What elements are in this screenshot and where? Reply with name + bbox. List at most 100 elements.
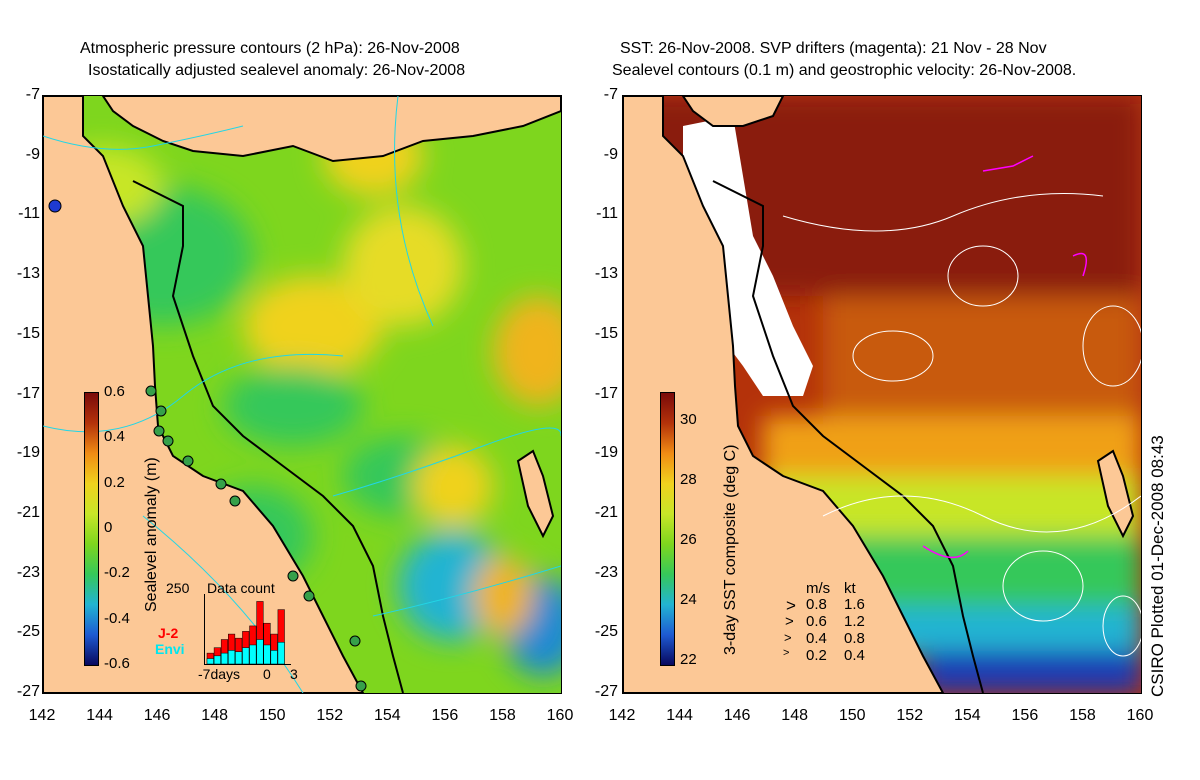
x-tick-label-right: 150 (838, 707, 866, 724)
y-tick-label-left: -21 (16, 503, 40, 521)
y-tick-label-left: -27 (16, 683, 40, 700)
x-tick-label-left: 158 (489, 707, 516, 724)
x-tick-label-left: 146 (143, 707, 171, 724)
velocity-header-kt: kt (844, 580, 856, 597)
sealevel-colorbar-tick: -0.6 (104, 655, 130, 672)
velocity-arrow-icon: > (784, 630, 792, 645)
y-tick-label-left: -13 (16, 265, 40, 283)
y-tick-label-left: -25 (16, 623, 40, 641)
histogram-bar-envi (228, 650, 236, 665)
x-tick-label-right: 146 (723, 707, 751, 724)
y-tick-label-left: -7 (25, 86, 40, 103)
right-title-line2: Sealevel contours (0.1 m) and geostrophi… (612, 62, 1077, 79)
inset-xtick-start: -7days (198, 666, 241, 682)
sealevel-colorbar (84, 392, 99, 666)
x-tick-label-right: 158 (1069, 707, 1096, 724)
velocity-ms-value: 0.4 (806, 630, 827, 647)
x-tick-label-right: 156 (1011, 707, 1039, 724)
x-tick-label-left: 156 (431, 707, 459, 724)
data-count-inset (204, 594, 291, 665)
data-count-histogram (206, 601, 285, 665)
x-tick-label-right: 154 (953, 707, 981, 724)
sst-colorbar-label: 3-day SST composite (deg C) (722, 444, 739, 655)
sealevel-colorbar-tick: -0.2 (104, 564, 130, 582)
histogram-bar-envi (263, 644, 271, 665)
velocity-arrow-icon: > (786, 596, 796, 615)
histogram-bar-envi (220, 652, 229, 665)
inset-ymax: 250 (166, 580, 190, 596)
velocity-kt-value: 1.2 (844, 613, 865, 630)
sealevel-colorbar-tick: 0.4 (104, 428, 125, 446)
y-tick-label-right: -7 (603, 86, 618, 103)
y-tick-label-left: -15 (16, 324, 40, 342)
sealevel-map (43, 96, 561, 693)
y-tick-label-left: -9 (25, 145, 40, 163)
x-tick-label-left: 148 (201, 707, 228, 724)
histogram-bar-envi (256, 639, 264, 665)
sst-map-panel (622, 95, 1142, 694)
sealevel-colorbar-tick: -0.4 (104, 609, 130, 627)
velocity-arrow-icon: > (783, 647, 790, 659)
x-tick-label-right: 144 (666, 707, 693, 724)
sealevel-colorbar-tick: 0.6 (104, 383, 125, 400)
csiro-credit: CSIRO Plotted 01-Dec-2008 08:43 (1148, 435, 1167, 697)
sst-colorbar (660, 392, 675, 666)
velocity-kt-value: 0.8 (844, 630, 865, 647)
histogram-bar-envi (235, 651, 243, 665)
sst-colorbar-tick: 24 (680, 591, 697, 608)
sst-colorbar-tick: 30 (680, 411, 697, 428)
y-tick-label-right: -15 (594, 324, 618, 342)
velocity-arrow-icon: > (785, 613, 794, 630)
velocity-ms-value: 0.2 (806, 647, 827, 664)
y-tick-label-right: -9 (603, 145, 618, 163)
left-title-line1: Atmospheric pressure contours (2 hPa): 2… (80, 40, 460, 57)
inset-xtick-end: 3 (290, 666, 298, 682)
y-tick-label-right: -17 (594, 384, 618, 402)
histogram-bar-envi (242, 647, 250, 665)
y-tick-label-right: -11 (596, 205, 618, 223)
sst-colorbar-tick: 26 (680, 531, 697, 548)
y-tick-label-left: -17 (16, 384, 40, 402)
x-tick-label-right: 160 (1126, 707, 1154, 724)
x-tick-label-left: 150 (258, 707, 286, 724)
x-tick-label-right: 148 (781, 707, 808, 724)
series-j2-label: J-2 (158, 625, 179, 641)
sealevel-colorbar-label: Sealevel anomaly (m) (143, 457, 160, 612)
velocity-kt-value: 0.4 (844, 647, 865, 664)
velocity-kt-value: 1.6 (844, 596, 865, 613)
x-tick-label-right: 142 (608, 707, 636, 724)
velocity-legend: m/s kt >0.8 1.6 >0.6 1.2 >0.4 0.8 >0.2 0.4 (780, 580, 870, 670)
sealevel-colorbar-tick: 0 (104, 519, 113, 536)
y-tick-label-right: -23 (594, 563, 618, 581)
y-tick-label-right: -21 (594, 503, 618, 521)
histogram-bar-envi (277, 641, 285, 665)
x-tick-label-left: 160 (546, 707, 574, 724)
histogram-bar-envi (270, 650, 278, 665)
y-tick-label-left: -23 (16, 563, 40, 581)
sealevel-colorbar-tick: 0.2 (104, 473, 125, 491)
histogram-bar-envi (206, 658, 214, 665)
inset-xtick-zero: 0 (263, 666, 271, 682)
inset-title: Data count (207, 580, 275, 596)
sst-map (623, 96, 1141, 693)
series-envi-label: Envi (155, 641, 185, 657)
sst-colorbar-tick: 28 (680, 471, 697, 488)
velocity-header-ms: m/s (806, 580, 831, 597)
x-tick-label-right: 152 (896, 707, 924, 724)
y-tick-label-right: -19 (594, 444, 618, 462)
x-tick-label-left: 142 (28, 707, 56, 724)
histogram-bar-envi (213, 655, 221, 665)
y-tick-label-right: -25 (594, 623, 618, 641)
sst-colorbar-tick: 22 (680, 651, 697, 668)
velocity-ms-value: 0.8 (806, 596, 827, 613)
sealevel-map-panel (42, 95, 562, 694)
x-tick-label-left: 152 (316, 707, 344, 724)
histogram-bar-envi (249, 644, 257, 665)
y-tick-label-left: -11 (18, 205, 40, 223)
y-tick-label-left: -19 (16, 444, 40, 462)
y-tick-label-right: -27 (594, 683, 618, 700)
y-tick-label-right: -13 (594, 265, 618, 283)
velocity-ms-value: 0.6 (806, 613, 827, 630)
left-title-line2: Isostatically adjusted sealevel anomaly:… (88, 62, 466, 79)
right-title-line1: SST: 26-Nov-2008. SVP drifters (magenta)… (620, 40, 1047, 57)
